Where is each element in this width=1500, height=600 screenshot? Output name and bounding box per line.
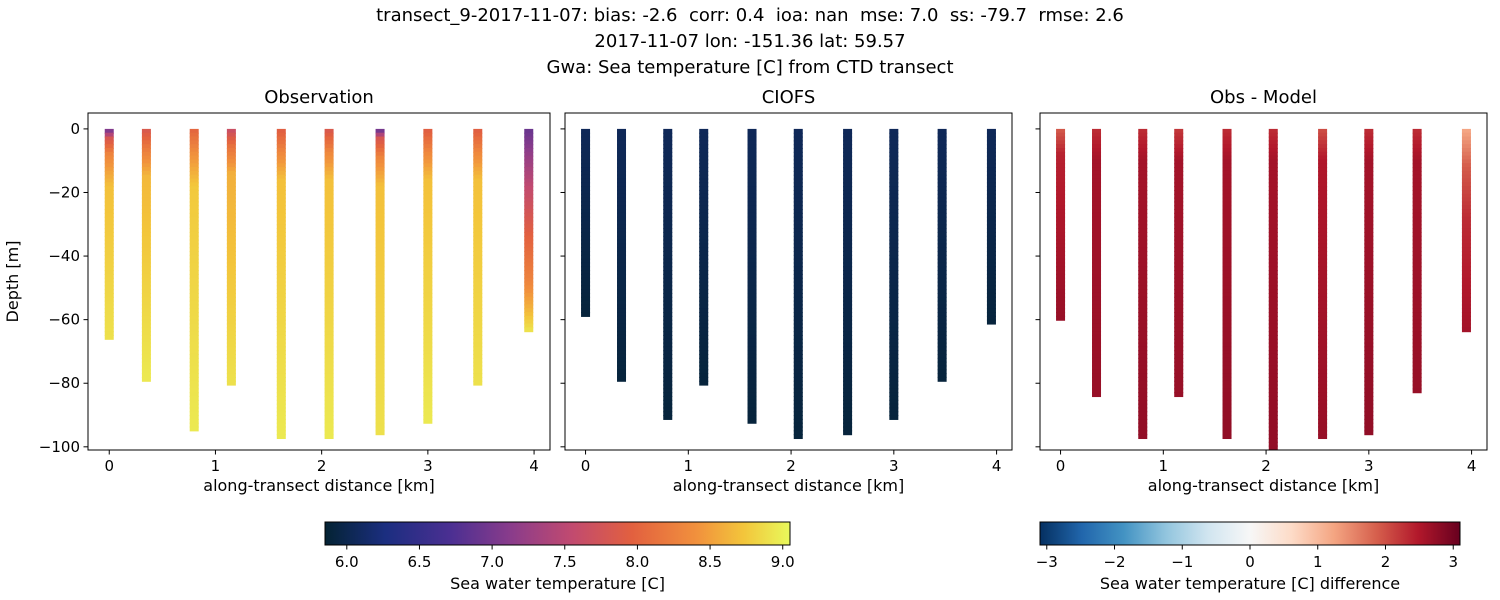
profile-stripe	[1222, 128, 1232, 440]
profile-stripe	[843, 128, 853, 436]
colorbar-tick-label: 1	[1313, 553, 1323, 571]
x-tick-label: 1	[211, 457, 221, 475]
panel-ciofs: 0 1 2 3 4 CIOFS along-transect distance [km]	[560, 87, 1013, 495]
colorbar-tick-label: −1	[1171, 553, 1193, 571]
profile-stripe	[141, 128, 151, 382]
profile-stripe	[473, 128, 483, 386]
panel-title: Obs - Model	[1210, 87, 1317, 108]
colorbar-label: Sea water temperature [C]	[450, 574, 665, 593]
profile-stripe	[1461, 128, 1471, 333]
colorbar-tick-label: 7.5	[553, 553, 577, 571]
x-tick-label: 0	[581, 457, 591, 475]
x-tick-label: 3	[1364, 457, 1374, 475]
x-tick-label: 4	[1467, 457, 1477, 475]
colorbar-tick-label: 7.0	[480, 553, 504, 571]
profile-stripe	[617, 128, 627, 382]
x-tick-label: 0	[1056, 457, 1066, 475]
profile-stripe	[699, 128, 709, 386]
y-tick-label: −100	[39, 438, 80, 456]
profile-stripe	[1174, 128, 1184, 398]
x-tick-label: 0	[104, 457, 114, 475]
y-tick-label: −80	[48, 374, 80, 392]
profile-stripe	[375, 128, 385, 436]
profile-stripe	[226, 128, 236, 386]
colorbar-gradient	[1039, 521, 1461, 546]
colorbar-tick-label: 8.5	[698, 553, 722, 571]
y-tick-label: −20	[48, 183, 80, 201]
colorbar-tick-label: 9.0	[771, 553, 795, 571]
profile-stripe	[104, 128, 114, 340]
panel-title: CIOFS	[762, 87, 816, 108]
colorbar-label: Sea water temperature [C] difference	[1100, 574, 1400, 593]
profile-stripe	[1412, 128, 1422, 394]
x-tick-label: 1	[1159, 457, 1169, 475]
profile-stripe	[581, 128, 591, 317]
profile-stripe	[937, 128, 947, 382]
profile-stripe	[1268, 128, 1278, 451]
panel-obs-model: 0 1 2 3 4 Obs - Model along-transect distance …	[1035, 87, 1488, 495]
profile-stripe	[1056, 128, 1066, 321]
y-tick-label: −60	[48, 311, 80, 329]
figure-title-datetime-location: 2017-11-07 lon: -151.36 lat: 59.57	[594, 31, 906, 52]
x-tick-label: 4	[992, 457, 1002, 475]
colorbar-tick-label: 2	[1381, 553, 1391, 571]
colorbar-temperature: 6.0 6.5 7.0 7.5 8.0 8.5 9.0 Sea water temperatu…	[324, 521, 795, 593]
colorbar-tick-label: 8.0	[625, 553, 649, 571]
colorbar-tick-label: 0	[1245, 553, 1255, 571]
figure-title-stats: transect_9-2017-11-07: bias: -2.6 corr: …	[376, 5, 1124, 26]
x-axis-label: along-transect distance [km]	[203, 476, 434, 495]
y-tick-label: 0	[70, 120, 80, 138]
profile-stripe	[1364, 128, 1374, 436]
figure-title-variable: Gwa: Sea temperature [C] from CTD transe…	[546, 57, 954, 78]
y-tick-label: −40	[48, 247, 80, 265]
panel-title: Observation	[264, 87, 374, 108]
profile-stripe	[524, 128, 534, 333]
x-tick-label: 4	[529, 457, 539, 475]
colorbar-tick-label: 6.0	[335, 553, 359, 571]
x-tick-label: 2	[1261, 457, 1271, 475]
profile-stripe	[423, 128, 433, 424]
profile-stripe	[276, 128, 286, 440]
profile-stripe	[747, 128, 757, 424]
colorbar-tick-label: 3	[1448, 553, 1458, 571]
axes-border	[564, 112, 1013, 451]
colorbar-tick-label: −3	[1036, 553, 1058, 571]
profile-stripe	[663, 128, 673, 420]
x-tick-label: 1	[684, 457, 694, 475]
axes-border	[87, 112, 551, 451]
figure-title-block: transect_9-2017-11-07: bias: -2.6 corr: …	[0, 3, 1500, 81]
colorbar-difference: −3 −2 −1 0 1 2 3 Sea water temperature [C] diff…	[1036, 521, 1461, 593]
x-axis-label: along-transect distance [km]	[673, 476, 904, 495]
profile-stripe	[1318, 128, 1328, 440]
profile-stripe	[889, 128, 899, 420]
y-axis-label: Depth [m]	[3, 241, 22, 323]
x-tick-label: 3	[423, 457, 433, 475]
x-tick-label: 2	[786, 457, 796, 475]
profile-stripe	[986, 128, 996, 325]
profile-stripe	[1138, 128, 1148, 440]
x-tick-label: 3	[889, 457, 899, 475]
x-axis-label: along-transect distance [km]	[1148, 476, 1379, 495]
axes-border	[1039, 112, 1488, 451]
colorbar-tick-label: 6.5	[408, 553, 432, 571]
panel-observation: 0 1 2 3 4 0 −20 −40 −60 −80 −100 Observation along-t…	[39, 87, 551, 495]
profile-stripe	[793, 128, 803, 440]
profile-stripe	[189, 128, 199, 432]
x-tick-label: 2	[317, 457, 327, 475]
profile-stripe	[324, 128, 334, 440]
profile-stripe	[1092, 128, 1102, 398]
colorbar-gradient	[324, 521, 791, 546]
colorbar-tick-label: −2	[1103, 553, 1125, 571]
